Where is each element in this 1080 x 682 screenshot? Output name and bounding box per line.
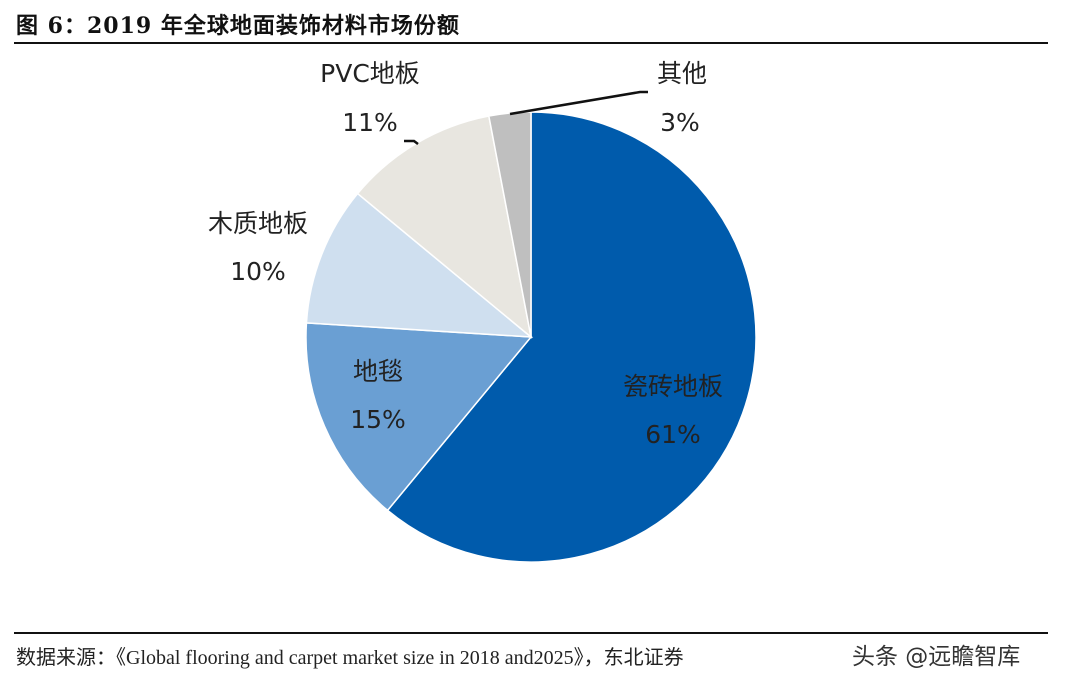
pie-slice-2	[305, 192, 534, 338]
leader-line-pvc	[404, 139, 419, 145]
pie-slice-1	[305, 322, 533, 512]
title-rule	[14, 42, 1048, 44]
pie-label-category: 地毯	[353, 357, 403, 386]
pie-label-value: 10%	[230, 257, 286, 286]
source-note: 数据来源：《Global flooring and carpet market …	[16, 647, 684, 669]
pie-slice-4	[487, 111, 532, 338]
pie-label-value: 15%	[350, 405, 406, 434]
footer-rule	[14, 632, 1048, 634]
pie-slice-0	[386, 111, 757, 563]
pie-label-category: 其他	[657, 59, 707, 88]
pie-label-category: 瓷砖地板	[623, 372, 723, 401]
leader-line-other	[509, 90, 648, 116]
pie-chart: 瓷砖地板 61% 地毯 15% 木质地板 10% PVC地板 11% 其他 3%	[208, 59, 757, 563]
pie-label-value: 61%	[645, 420, 701, 449]
pie-label-value: 3%	[660, 108, 700, 137]
pie-label-category: PVC地板	[320, 59, 420, 88]
pie-label-value: 11%	[342, 108, 398, 137]
pie-label-category: 木质地板	[208, 209, 308, 238]
figure-title: 图 6：2019 年全球地面装饰材料市场份额	[16, 13, 460, 39]
watermark: 头条 @远瞻智库	[852, 644, 1021, 670]
